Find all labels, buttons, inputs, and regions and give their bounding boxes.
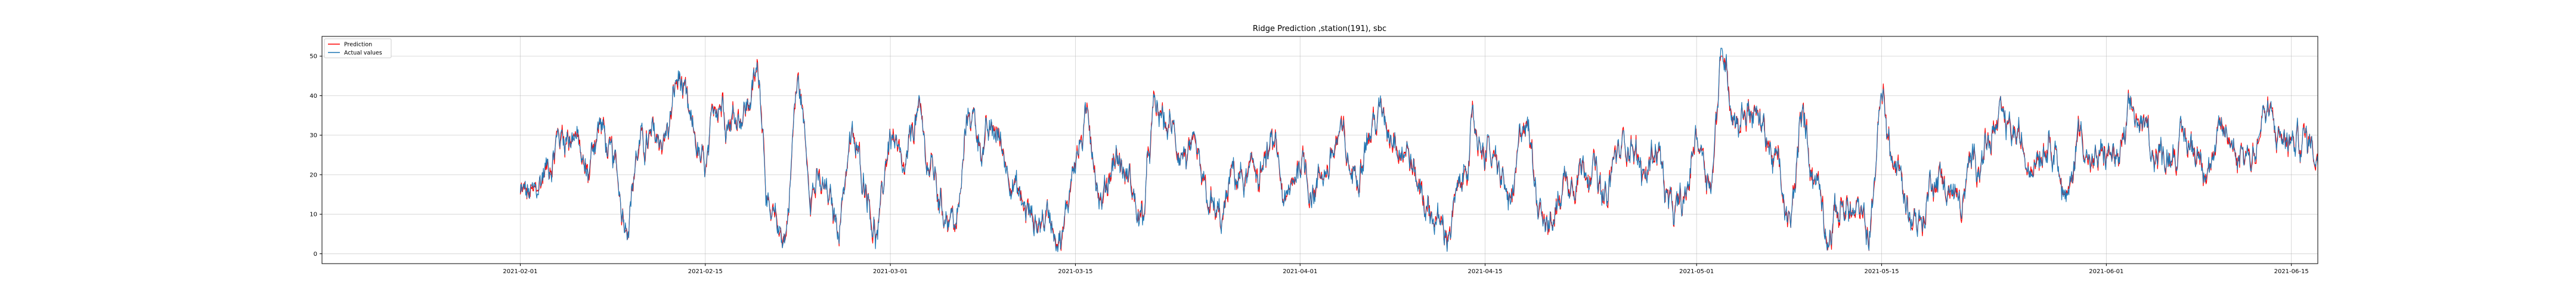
legend-prediction-label: Prediction (344, 42, 372, 48)
y-tick-label: 0 (314, 251, 317, 258)
series-layer (519, 48, 2318, 252)
x-tick-label: 2021-05-15 (1864, 268, 1899, 275)
x-tick-label: 2021-02-01 (503, 268, 537, 275)
x-tick-label: 2021-06-15 (2274, 268, 2309, 275)
y-tick-label: 20 (309, 172, 317, 178)
x-tick-label: 2021-04-01 (1283, 268, 1317, 275)
axes-frame (321, 36, 2318, 264)
legend-box (324, 38, 392, 58)
y-tick-label: 40 (309, 93, 317, 100)
legend-actual-label: Actual values (344, 50, 382, 57)
y-tick-label: 50 (309, 54, 317, 60)
y-axis: 0 10 20 30 40 50 (309, 54, 322, 258)
y-tick-label: 10 (309, 212, 317, 218)
x-tick-label: 2021-04-15 (1468, 268, 1503, 275)
x-tick-label: 2021-02-15 (688, 268, 723, 275)
x-tick-label: 2021-03-01 (873, 268, 908, 275)
legend: Prediction Actual values (324, 38, 392, 58)
y-tick-label: 30 (309, 132, 317, 139)
x-tick-label: 2021-05-01 (1679, 268, 1714, 275)
series-actual-line (519, 48, 2318, 252)
chart-title: Ridge Prediction ,station(191), sbc (1253, 24, 1386, 33)
x-tick-label: 2021-06-01 (2089, 268, 2123, 275)
x-tick-label: 2021-03-15 (1058, 268, 1092, 275)
x-axis: 2021-02-01 2021-02-15 2021-03-01 2021-03-15… (503, 264, 2309, 275)
